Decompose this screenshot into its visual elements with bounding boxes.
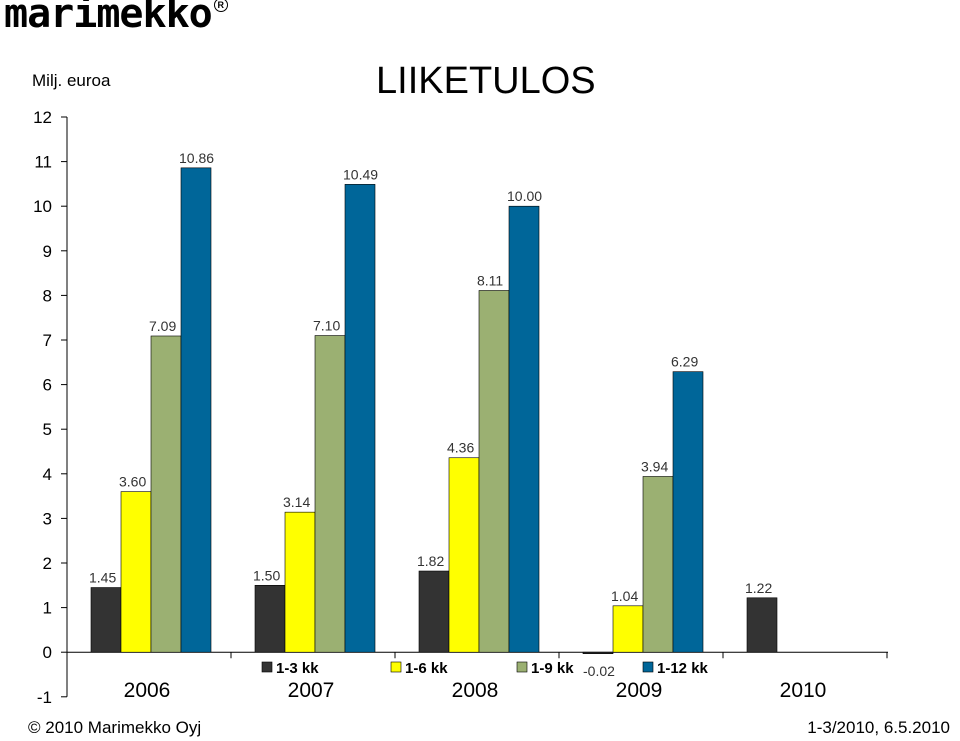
y-tick-label: 9 [43, 242, 52, 261]
data-label: 3.14 [283, 494, 310, 510]
data-label: 3.60 [119, 474, 146, 490]
y-tick-label: 12 [33, 108, 52, 127]
copyright-footer: © 2010 Marimekko Oyj [28, 718, 202, 737]
legend-swatch [261, 661, 273, 673]
y-tick-label: 3 [43, 509, 52, 528]
bar-1-9-kk-2009 [642, 476, 674, 653]
legend-swatch [642, 661, 654, 673]
legend-label: 1-6 kk [405, 660, 448, 677]
bar-1-3-kk-2009 [582, 651, 614, 655]
data-label: 8.11 [477, 272, 503, 288]
y-tick-label: 10 [33, 197, 52, 216]
y-axis-unit-label: Milj. euroa [32, 71, 111, 90]
data-label: 3.94 [641, 458, 668, 474]
y-tick-label: 2 [43, 554, 52, 573]
bar-1-3-kk-2008 [418, 570, 450, 653]
bar-1-3-kk-2006 [90, 587, 122, 653]
marimekko-logo: marimekko R [4, 0, 228, 34]
bar-1-12-kk-2006 [180, 167, 212, 653]
x-category-label: 2007 [288, 679, 335, 702]
x-category-label: 2009 [616, 679, 663, 702]
legend-label: 1-9 kk [531, 660, 574, 677]
data-label: 7.09 [149, 318, 176, 334]
x-category-label: 2010 [780, 679, 827, 702]
y-tick-label: 0 [43, 643, 52, 662]
y-tick-label: 11 [34, 153, 52, 172]
legend-label: 1-3 kk [276, 660, 319, 677]
x-category-label: 2006 [124, 679, 171, 702]
y-tick-label: 4 [43, 465, 52, 484]
registered-mark-icon: R [213, 0, 228, 12]
data-label: -0.02 [583, 663, 615, 679]
bar-1-12-kk-2008 [508, 205, 540, 653]
bar-1-12-kk-2007 [344, 184, 376, 653]
data-label: 6.29 [671, 354, 698, 370]
data-label: 10.00 [507, 188, 542, 204]
y-tick-label: 6 [43, 376, 52, 395]
bar-1-3-kk-2007 [254, 584, 286, 653]
logo-text: marimekko [4, 0, 213, 37]
bar-1-9-kk-2006 [150, 335, 182, 653]
bar-1-6-kk-2009 [612, 605, 644, 653]
data-label: 7.10 [313, 318, 340, 334]
data-label: 1.45 [89, 570, 116, 586]
data-label: 1.82 [417, 553, 444, 569]
data-label: 1.50 [253, 567, 280, 583]
bar-1-6-kk-2007 [284, 511, 316, 653]
data-label: 4.36 [447, 440, 474, 456]
bar-1-6-kk-2008 [448, 457, 480, 653]
legend-label: 1-12 kk [657, 660, 709, 677]
data-label: 10.49 [343, 166, 378, 182]
period-footer: 1-3/2010, 6.5.2010 [807, 718, 950, 737]
y-tick-label: 1 [43, 599, 52, 618]
x-category-label: 2008 [452, 679, 499, 702]
bar-1-3-kk-2010 [746, 597, 778, 653]
legend-swatch [390, 661, 402, 673]
y-tick-label: -1 [37, 688, 52, 707]
bar-1-12-kk-2009 [672, 371, 704, 653]
legend-swatch [516, 661, 528, 673]
bar-1-9-kk-2008 [478, 290, 510, 653]
y-tick-label: 5 [43, 420, 52, 439]
y-tick-label: 7 [43, 331, 52, 350]
data-label: 10.86 [179, 150, 214, 166]
bar-1-6-kk-2006 [120, 491, 152, 653]
bar-1-9-kk-2007 [314, 335, 346, 653]
data-label: 1.04 [611, 588, 638, 604]
data-label: 1.22 [745, 580, 772, 596]
chart-title: LIIKETULOS [376, 60, 596, 102]
y-tick-label: 8 [43, 286, 52, 305]
